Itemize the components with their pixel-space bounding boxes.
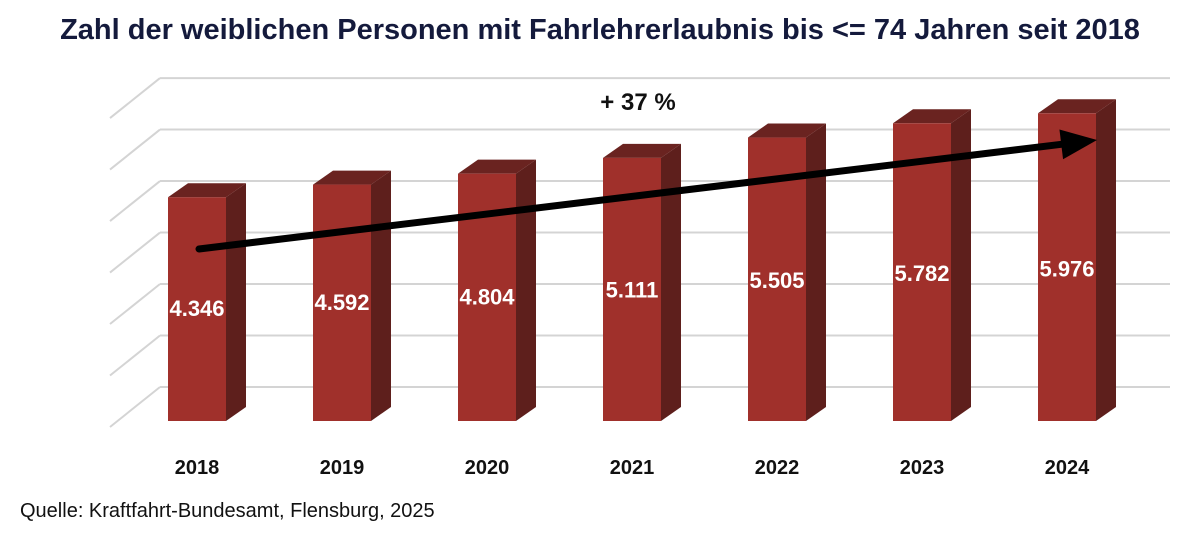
- data-label: 5.111: [606, 277, 659, 302]
- x-tick-label: 2024: [1045, 457, 1090, 479]
- bar-top: [313, 170, 391, 185]
- bar-side: [226, 183, 246, 421]
- x-tick-label: 2021: [610, 457, 655, 479]
- bar-side: [661, 143, 681, 421]
- bar-top: [168, 183, 246, 198]
- bar-top: [748, 123, 826, 138]
- bar-layer: [168, 99, 1116, 422]
- trend-arrow-shaft: [195, 140, 1065, 253]
- bar-side: [516, 159, 536, 421]
- data-label: 4.804: [459, 285, 515, 310]
- x-tick-label: 2019: [320, 457, 365, 479]
- bar-side: [1096, 99, 1116, 422]
- gridline-side: [109, 283, 161, 325]
- bar-top: [893, 109, 971, 124]
- bar: [1038, 113, 1096, 422]
- trend-arrow-head: [1059, 129, 1097, 160]
- bar: [748, 137, 806, 421]
- source-note: Quelle: Kraftfahrt-Bundesamt, Flensburg,…: [20, 500, 435, 522]
- x-tick-label: 2023: [900, 457, 945, 479]
- chart-title: Zahl der weiblichen Personen mit Fahrleh…: [60, 14, 1140, 46]
- data-label: 4.592: [314, 290, 369, 315]
- gridline-side: [109, 77, 161, 119]
- gridline-side: [109, 231, 161, 274]
- bar-top: [1038, 99, 1116, 114]
- growth-annotation: + 37 %: [600, 89, 675, 116]
- bar: [168, 197, 226, 421]
- data-label: 5.782: [894, 261, 949, 286]
- bar-top: [603, 143, 681, 158]
- data-label: 4.346: [169, 296, 224, 321]
- gridline-side: [109, 180, 161, 222]
- x-tick-label: 2018: [175, 457, 220, 479]
- x-tick-label: 2020: [465, 457, 510, 479]
- bar-side: [951, 109, 971, 421]
- gridline-side: [109, 334, 161, 377]
- arrow-layer: [195, 129, 1097, 253]
- label-layer: 4.346 2018 4.592 2019 4.804 2020 5.111 2021 5.50…: [169, 256, 1094, 479]
- bar-side: [806, 123, 826, 421]
- bar-side: [371, 170, 391, 421]
- bar-top: [458, 159, 536, 174]
- x-tick-label: 2022: [755, 457, 800, 479]
- bar: [893, 123, 951, 421]
- data-label: 5.505: [749, 268, 804, 293]
- gridline-side: [109, 128, 161, 171]
- data-label: 5.976: [1039, 256, 1094, 281]
- gridline-side: [109, 386, 161, 428]
- bar: [313, 184, 371, 421]
